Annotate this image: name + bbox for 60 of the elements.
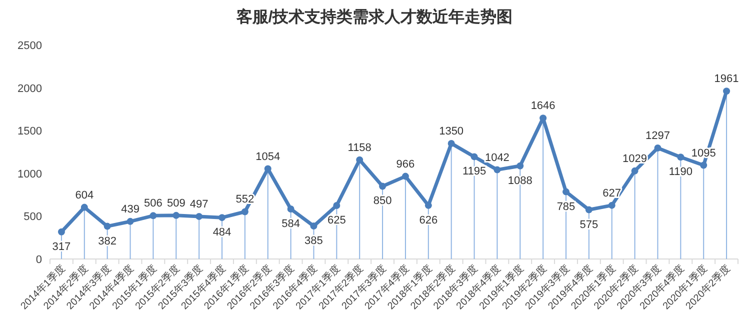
data-label: 317 [52,240,71,253]
point [310,222,318,230]
data-label: 850 [373,195,392,208]
point [494,166,501,174]
data-label: 1190 [668,166,692,178]
data-label: 625 [327,214,346,226]
point [218,214,226,222]
data-label: 604 [75,189,94,202]
data-label: 1961 [714,73,739,86]
y-tick-label: 1000 [18,168,42,180]
y-tick-label: 2500 [18,40,42,52]
point [402,172,409,180]
data-label: 575 [580,218,598,231]
data-label: 1297 [645,130,670,142]
data-label: 497 [190,198,208,210]
point [379,182,386,190]
point [631,167,638,174]
y-tick-label: 2000 [18,82,42,95]
chart-title: 客服/技术支持类需求人才数近年走势图 [235,7,513,26]
point [287,206,294,213]
point [80,204,88,211]
point [104,222,111,230]
point [562,188,570,196]
data-label: 966 [396,158,415,170]
point [654,144,662,152]
data-label: 1158 [348,142,372,154]
data-label: 1088 [508,174,532,187]
data-label: 626 [419,214,438,226]
point [677,154,684,161]
y-tick-label: 1500 [18,126,42,138]
y-tick-label: 0 [36,254,42,266]
point [723,88,730,95]
point [516,162,524,170]
point [585,206,592,214]
data-label: 385 [304,235,323,248]
data-label: 439 [121,203,140,216]
data-label: 1042 [484,152,510,164]
point [126,218,134,225]
data-label: 509 [166,197,186,210]
point [470,153,478,160]
data-label: 1054 [256,150,280,163]
data-label: 1350 [439,125,464,138]
data-label: 1646 [530,100,556,112]
data-label: 785 [556,200,576,213]
data-label: 1195 [462,166,486,178]
point [356,156,364,164]
y-tick-label: 500 [24,211,42,224]
point [241,208,248,216]
data-label: 506 [144,198,162,210]
point [172,212,180,219]
point [608,202,616,209]
point [58,228,65,236]
point [150,212,157,220]
point [196,212,203,220]
data-label: 584 [282,218,300,230]
data-label: 382 [98,235,117,248]
point [700,162,708,169]
point [448,140,455,147]
point [333,202,340,209]
data-label: 484 [212,226,232,239]
